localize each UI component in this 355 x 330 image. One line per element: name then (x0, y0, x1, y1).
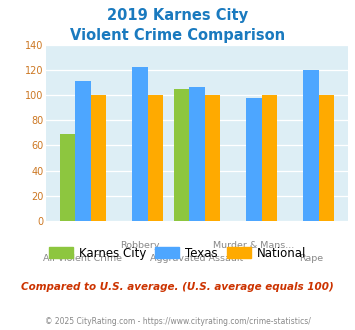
Text: © 2025 CityRating.com - https://www.cityrating.com/crime-statistics/: © 2025 CityRating.com - https://www.city… (45, 317, 310, 326)
Bar (174, 89, 189, 221)
Bar (205, 95, 220, 221)
Text: Murder & Mans...: Murder & Mans... (213, 241, 295, 249)
Bar (319, 95, 334, 221)
Bar (189, 87, 205, 221)
Bar (148, 95, 163, 221)
Text: 2019 Karnes City: 2019 Karnes City (107, 8, 248, 23)
Bar (262, 95, 277, 221)
Text: All Violent Crime: All Violent Crime (43, 254, 122, 263)
Legend: Karnes City, Texas, National: Karnes City, Texas, National (44, 242, 311, 264)
Bar (91, 95, 106, 221)
Bar (75, 81, 91, 221)
Text: Robbery: Robbery (120, 241, 160, 249)
Bar (304, 70, 319, 221)
Bar (246, 98, 262, 221)
Text: Violent Crime Comparison: Violent Crime Comparison (70, 28, 285, 43)
Text: Aggravated Assault: Aggravated Assault (151, 254, 244, 263)
Text: Compared to U.S. average. (U.S. average equals 100): Compared to U.S. average. (U.S. average … (21, 282, 334, 292)
Bar (60, 134, 75, 221)
Text: Rape: Rape (299, 254, 323, 263)
Bar (132, 67, 148, 221)
